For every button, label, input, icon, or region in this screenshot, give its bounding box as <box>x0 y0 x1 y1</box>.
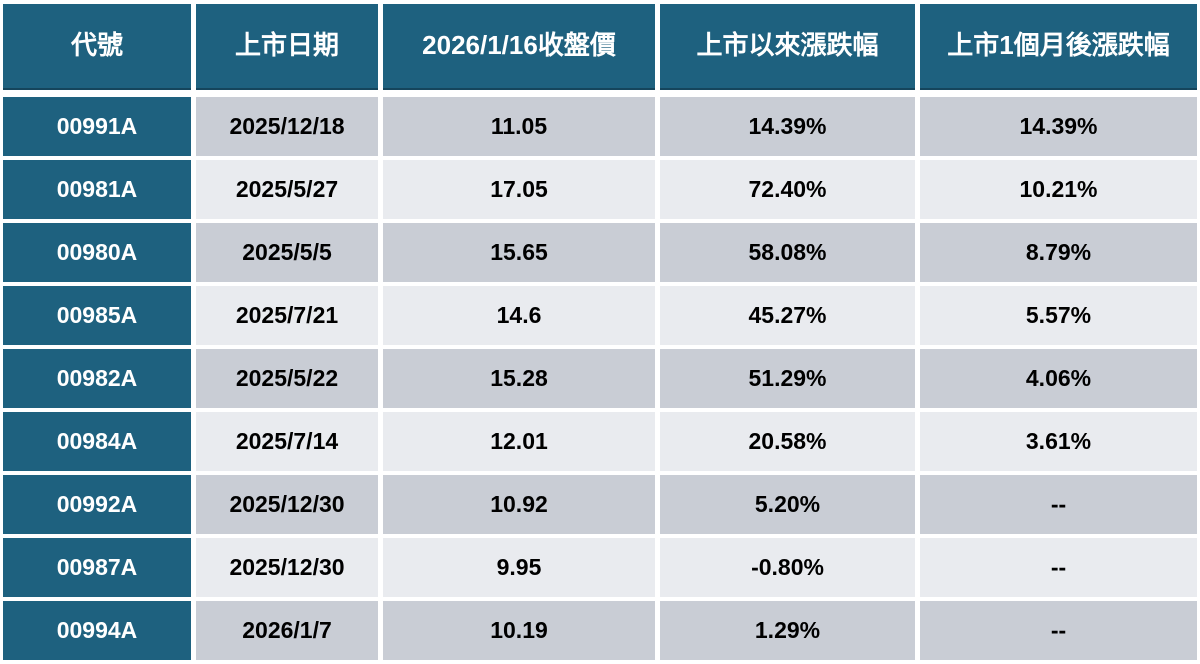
cell-change-since-listing: -0.80% <box>660 538 915 597</box>
cell-close-price: 9.95 <box>383 538 655 597</box>
column-header-code: 代號 <box>3 4 191 90</box>
cell-listing-date: 2025/12/30 <box>196 475 378 534</box>
cell-change-1m-after-listing: 3.61% <box>920 412 1197 471</box>
cell-change-1m-after-listing: -- <box>920 475 1197 534</box>
cell-code: 00982A <box>3 349 191 408</box>
cell-change-since-listing: 1.29% <box>660 601 915 660</box>
cell-close-price: 11.05 <box>383 97 655 156</box>
cell-close-price: 17.05 <box>383 160 655 219</box>
cell-listing-date: 2025/5/22 <box>196 349 378 408</box>
cell-code: 00992A <box>3 475 191 534</box>
cell-change-since-listing: 14.39% <box>660 97 915 156</box>
column-header-change-1m-after-listing: 上市1個月後漲跌幅 <box>920 4 1197 90</box>
cell-change-since-listing: 20.58% <box>660 412 915 471</box>
cell-listing-date: 2025/7/21 <box>196 286 378 345</box>
cell-listing-date: 2025/5/27 <box>196 160 378 219</box>
column-header-listing-date: 上市日期 <box>196 4 378 90</box>
cell-code: 00980A <box>3 223 191 282</box>
cell-change-1m-after-listing: 8.79% <box>920 223 1197 282</box>
cell-change-1m-after-listing: -- <box>920 601 1197 660</box>
cell-code: 00985A <box>3 286 191 345</box>
cell-change-since-listing: 72.40% <box>660 160 915 219</box>
cell-change-since-listing: 51.29% <box>660 349 915 408</box>
cell-listing-date: 2026/1/7 <box>196 601 378 660</box>
cell-close-price: 12.01 <box>383 412 655 471</box>
cell-listing-date: 2025/12/30 <box>196 538 378 597</box>
cell-close-price: 15.28 <box>383 349 655 408</box>
cell-change-since-listing: 58.08% <box>660 223 915 282</box>
cell-listing-date: 2025/12/18 <box>196 97 378 156</box>
cell-change-since-listing: 5.20% <box>660 475 915 534</box>
cell-code: 00987A <box>3 538 191 597</box>
cell-code: 00981A <box>3 160 191 219</box>
cell-code: 00984A <box>3 412 191 471</box>
cell-close-price: 15.65 <box>383 223 655 282</box>
cell-listing-date: 2025/5/5 <box>196 223 378 282</box>
cell-close-price: 14.6 <box>383 286 655 345</box>
cell-change-1m-after-listing: 14.39% <box>920 97 1197 156</box>
cell-listing-date: 2025/7/14 <box>196 412 378 471</box>
etf-performance-table: 代號 上市日期 2026/1/16收盤價 上市以來漲跌幅 上市1個月後漲跌幅 0… <box>3 4 1197 662</box>
cell-code: 00994A <box>3 601 191 660</box>
cell-change-1m-after-listing: 5.57% <box>920 286 1197 345</box>
cell-change-1m-after-listing: 4.06% <box>920 349 1197 408</box>
cell-change-1m-after-listing: -- <box>920 538 1197 597</box>
table-header-row: 代號 上市日期 2026/1/16收盤價 上市以來漲跌幅 上市1個月後漲跌幅 <box>3 4 1197 90</box>
cell-code: 00991A <box>3 97 191 156</box>
column-header-change-since-listing: 上市以來漲跌幅 <box>660 4 915 90</box>
cell-change-1m-after-listing: 10.21% <box>920 160 1197 219</box>
table-body: 00991A 2025/12/18 11.05 14.39% 14.39% 00981A 2… <box>3 97 1197 660</box>
column-header-close-price: 2026/1/16收盤價 <box>383 4 655 90</box>
cell-close-price: 10.92 <box>383 475 655 534</box>
cell-change-since-listing: 45.27% <box>660 286 915 345</box>
cell-close-price: 10.19 <box>383 601 655 660</box>
